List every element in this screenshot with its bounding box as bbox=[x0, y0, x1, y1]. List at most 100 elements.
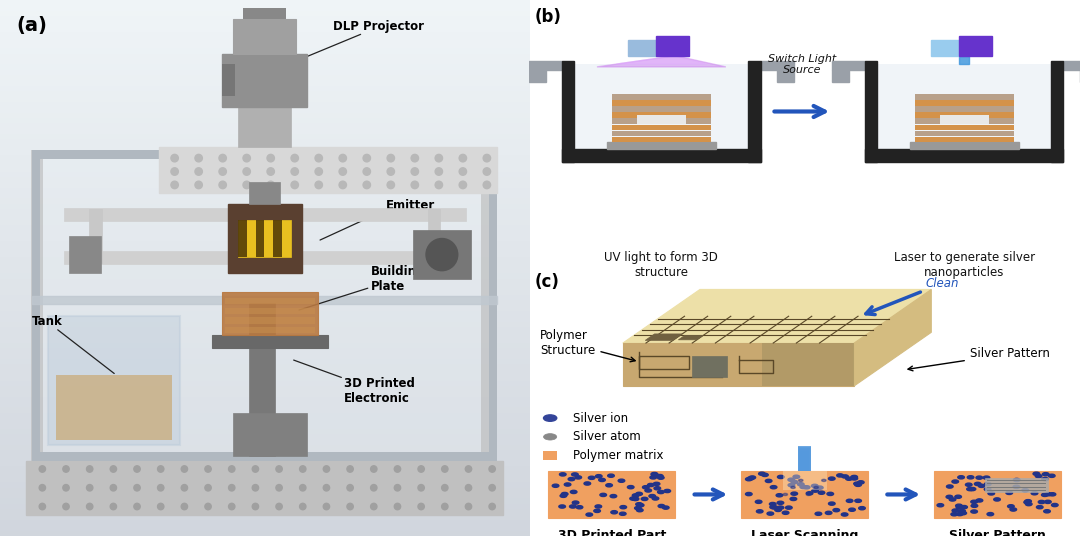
Circle shape bbox=[636, 492, 643, 495]
Circle shape bbox=[426, 239, 458, 271]
Circle shape bbox=[483, 181, 490, 189]
Circle shape bbox=[855, 499, 862, 502]
Text: Switch Light
Source: Switch Light Source bbox=[768, 54, 836, 75]
Bar bbox=[915, 124, 1014, 130]
Circle shape bbox=[158, 485, 164, 491]
Text: DLP Projector: DLP Projector bbox=[278, 20, 424, 69]
Circle shape bbox=[387, 154, 394, 162]
Polygon shape bbox=[678, 336, 703, 340]
Circle shape bbox=[955, 495, 961, 498]
Circle shape bbox=[766, 479, 772, 482]
Circle shape bbox=[387, 181, 394, 189]
Circle shape bbox=[572, 501, 579, 504]
Circle shape bbox=[983, 476, 989, 479]
Bar bbox=[636, 115, 686, 124]
Bar bbox=[413, 230, 471, 279]
Bar bbox=[212, 335, 328, 348]
Circle shape bbox=[851, 477, 858, 480]
Circle shape bbox=[195, 154, 202, 162]
Circle shape bbox=[394, 485, 401, 491]
Circle shape bbox=[315, 168, 323, 175]
Circle shape bbox=[636, 503, 643, 506]
Circle shape bbox=[465, 485, 472, 491]
Circle shape bbox=[816, 486, 823, 489]
Circle shape bbox=[778, 501, 784, 504]
Circle shape bbox=[243, 181, 251, 189]
Circle shape bbox=[854, 482, 861, 485]
Circle shape bbox=[205, 503, 212, 510]
Bar bbox=[798, 445, 811, 471]
Circle shape bbox=[791, 492, 797, 495]
Circle shape bbox=[442, 466, 448, 472]
Circle shape bbox=[86, 485, 93, 491]
Circle shape bbox=[323, 466, 329, 472]
Circle shape bbox=[851, 475, 858, 479]
Circle shape bbox=[171, 154, 178, 162]
Circle shape bbox=[253, 485, 258, 491]
Circle shape bbox=[483, 168, 490, 175]
Text: Laser
Emitter: Laser Emitter bbox=[320, 184, 435, 240]
Circle shape bbox=[1037, 505, 1043, 509]
Circle shape bbox=[1025, 500, 1031, 503]
Circle shape bbox=[291, 154, 298, 162]
Bar bbox=[31, 150, 498, 159]
Circle shape bbox=[229, 466, 235, 472]
Bar bbox=[575, 64, 748, 150]
Circle shape bbox=[798, 479, 802, 481]
Circle shape bbox=[807, 492, 813, 495]
Circle shape bbox=[637, 504, 644, 507]
Circle shape bbox=[370, 485, 377, 491]
Circle shape bbox=[411, 181, 419, 189]
Circle shape bbox=[847, 499, 853, 502]
Circle shape bbox=[946, 495, 953, 498]
Circle shape bbox=[745, 478, 752, 481]
Circle shape bbox=[1042, 478, 1049, 481]
Bar bbox=[799, 448, 810, 471]
Bar bbox=[89, 209, 102, 263]
Circle shape bbox=[339, 168, 347, 175]
Circle shape bbox=[770, 505, 777, 509]
Circle shape bbox=[782, 511, 788, 515]
Circle shape bbox=[181, 485, 188, 491]
Circle shape bbox=[63, 503, 69, 510]
Circle shape bbox=[854, 483, 862, 486]
Circle shape bbox=[755, 500, 761, 503]
Bar bbox=[612, 94, 711, 100]
Circle shape bbox=[442, 485, 448, 491]
Bar bbox=[529, 70, 545, 82]
Circle shape bbox=[632, 494, 639, 497]
Circle shape bbox=[968, 476, 974, 479]
Circle shape bbox=[418, 503, 424, 510]
Circle shape bbox=[849, 508, 855, 511]
Text: (c): (c) bbox=[535, 273, 559, 292]
Bar bbox=[877, 64, 1051, 150]
Circle shape bbox=[1049, 474, 1055, 478]
Circle shape bbox=[394, 466, 401, 472]
Circle shape bbox=[315, 181, 323, 189]
Bar bbox=[934, 471, 1061, 518]
Circle shape bbox=[339, 154, 347, 162]
Bar bbox=[31, 150, 40, 461]
Circle shape bbox=[363, 168, 370, 175]
Bar bbox=[915, 94, 1014, 100]
Polygon shape bbox=[645, 334, 683, 340]
Circle shape bbox=[267, 181, 274, 189]
Circle shape bbox=[822, 479, 826, 481]
Bar bbox=[529, 61, 563, 70]
Text: Tank: Tank bbox=[31, 315, 114, 374]
Circle shape bbox=[747, 477, 754, 480]
Text: 3D Printed Part: 3D Printed Part bbox=[557, 528, 666, 536]
Circle shape bbox=[859, 507, 865, 510]
Text: (a): (a) bbox=[16, 16, 46, 35]
Circle shape bbox=[833, 509, 839, 512]
Circle shape bbox=[769, 502, 777, 505]
Circle shape bbox=[653, 482, 660, 486]
Circle shape bbox=[1010, 508, 1016, 511]
Circle shape bbox=[783, 493, 787, 495]
Circle shape bbox=[778, 506, 784, 509]
Circle shape bbox=[1013, 485, 1020, 488]
Circle shape bbox=[778, 475, 784, 479]
Circle shape bbox=[654, 487, 661, 490]
Circle shape bbox=[110, 503, 117, 510]
Bar bbox=[31, 296, 498, 304]
